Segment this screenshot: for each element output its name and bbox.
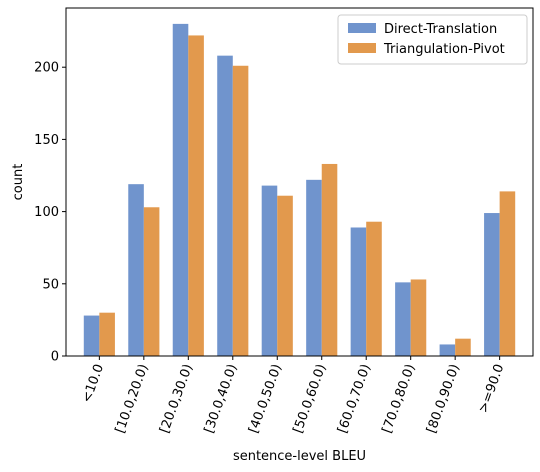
bar-triangulation-pivot-1	[143, 207, 160, 356]
bar-triangulation-pivot-4	[277, 195, 293, 356]
bar-direct-translation-9	[484, 213, 500, 356]
legend-swatch	[348, 43, 376, 53]
bar-triangulation-pivot-7	[410, 279, 427, 356]
x-tick-label: [40.0,50.0)	[246, 362, 285, 435]
bar-direct-translation-3	[217, 55, 233, 356]
legend-box	[337, 14, 528, 65]
bar-direct-translation-2	[172, 23, 189, 356]
y-tick-label: 150	[34, 133, 59, 148]
x-tick-label: [70.0,80.0)	[380, 362, 419, 435]
x-tick-label: [80.0,90.0)	[424, 362, 463, 435]
bars-layer	[83, 23, 516, 357]
x-tick-label: <10.0	[79, 362, 107, 405]
bar-direct-translation-0	[83, 315, 100, 356]
bar-triangulation-pivot-5	[321, 163, 338, 356]
y-tick-label: 50	[42, 277, 59, 292]
bar-direct-translation-8	[439, 344, 456, 356]
y-tick-label: 100	[34, 205, 59, 220]
x-axis: <10.0 [10.0,20.0) [20.0,30.0) [30.0,40.0) [4…	[79, 356, 507, 435]
y-axis: 0 50 100 150 200	[34, 61, 66, 365]
bar-direct-translation-1	[128, 184, 144, 356]
bar-triangulation-pivot-3	[232, 65, 249, 356]
legend-label: Triangulation-Pivot	[383, 42, 505, 57]
bar-triangulation-pivot-9	[499, 191, 516, 356]
x-tick-label: >=90.0	[476, 362, 507, 415]
bar-triangulation-pivot-0	[99, 312, 115, 356]
x-tick-label: [20.0,30.0)	[157, 362, 196, 435]
legend-swatch	[348, 23, 376, 33]
y-axis-label: count	[11, 164, 26, 201]
legend-label: Direct-Translation	[384, 22, 497, 37]
bar-triangulation-pivot-2	[188, 35, 204, 357]
bar-direct-translation-6	[350, 227, 367, 356]
plot-frame	[65, 7, 534, 357]
bar-triangulation-pivot-6	[366, 221, 382, 356]
bar-direct-translation-7	[395, 282, 411, 356]
bar-direct-translation-4	[261, 185, 278, 356]
bar-triangulation-pivot-8	[455, 338, 471, 356]
x-tick-label: [60.0,70.0)	[335, 362, 374, 435]
x-tick-label: [30.0,40.0)	[202, 362, 241, 435]
legend: Direct-Translation Triangulation-Pivot	[337, 14, 528, 65]
x-tick-label: [50.0,60.0)	[291, 362, 330, 435]
y-tick-label: 200	[34, 61, 59, 76]
bar-direct-translation-5	[306, 179, 322, 356]
x-tick-label: [10.0,20.0)	[113, 362, 152, 435]
x-axis-label: sentence-level BLEU	[233, 449, 366, 464]
y-tick-label: 0	[51, 350, 59, 365]
